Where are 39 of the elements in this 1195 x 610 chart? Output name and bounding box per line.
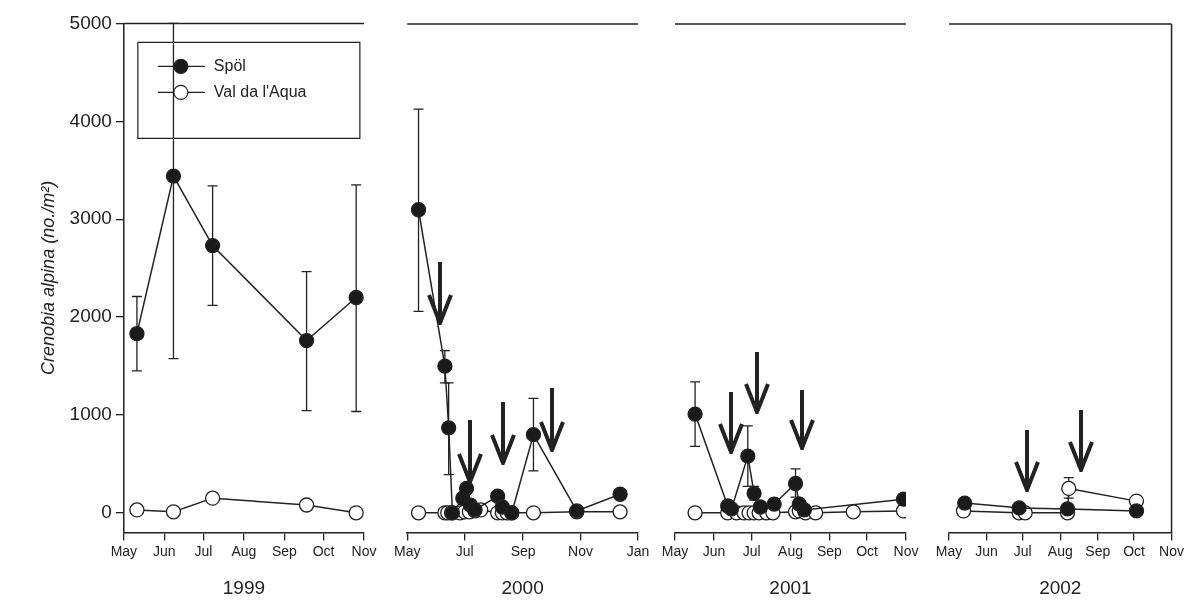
x-tick-label: Nov — [568, 542, 593, 559]
x-axis-title: 2000 — [501, 576, 544, 598]
y-axis-title: Crenobia alpina (no./m²) — [37, 180, 58, 375]
x-tick-label: Nov — [893, 542, 919, 559]
x-tick-label: Jun — [702, 542, 726, 559]
x-tick-label: Oct — [312, 542, 335, 559]
x-tick-label: Aug — [231, 542, 257, 559]
x-axis-title: 2001 — [769, 576, 812, 598]
x-tick-label: Jul — [194, 542, 213, 559]
x-tick-label: May — [110, 542, 138, 559]
x-tick-label: Sep — [510, 542, 536, 559]
x-tick-label: Jun — [153, 542, 176, 559]
x-tick-label: Oct — [1123, 542, 1146, 559]
x-tick-label: May — [394, 542, 421, 559]
x-axis-title: 2002 — [1039, 576, 1082, 598]
legend-label: Val da l'Aqua — [213, 82, 307, 100]
x-tick-label: Nov — [1159, 542, 1184, 559]
legend-label: Spöl — [213, 56, 246, 74]
x-tick-label: Jul — [455, 542, 474, 559]
x-tick-label: May — [661, 542, 689, 559]
x-tick-label: Aug — [778, 542, 803, 559]
x-tick-label: Oct — [856, 542, 879, 559]
x-tick-label: Jan — [626, 542, 650, 559]
y-tick-label: 3000 — [69, 207, 112, 229]
y-tick-label: 5000 — [69, 11, 112, 33]
y-tick-label: 2000 — [69, 305, 112, 327]
y-tick-label: 4000 — [69, 109, 112, 131]
x-tick-label: Nov — [351, 542, 377, 559]
x-axis-title: 1999 — [222, 576, 266, 598]
x-tick-label: May — [935, 542, 963, 559]
x-tick-label: Aug — [1047, 542, 1073, 559]
x-tick-label: Jul — [1013, 542, 1032, 559]
x-tick-label: Jun — [975, 542, 998, 559]
x-tick-label: Sep — [1085, 542, 1111, 559]
y-tick-label: 1000 — [69, 403, 112, 425]
x-tick-label: Jul — [742, 542, 761, 559]
x-tick-label: Sep — [816, 542, 843, 559]
y-tick-label: 0 — [101, 501, 112, 523]
x-tick-label: Sep — [271, 542, 298, 559]
